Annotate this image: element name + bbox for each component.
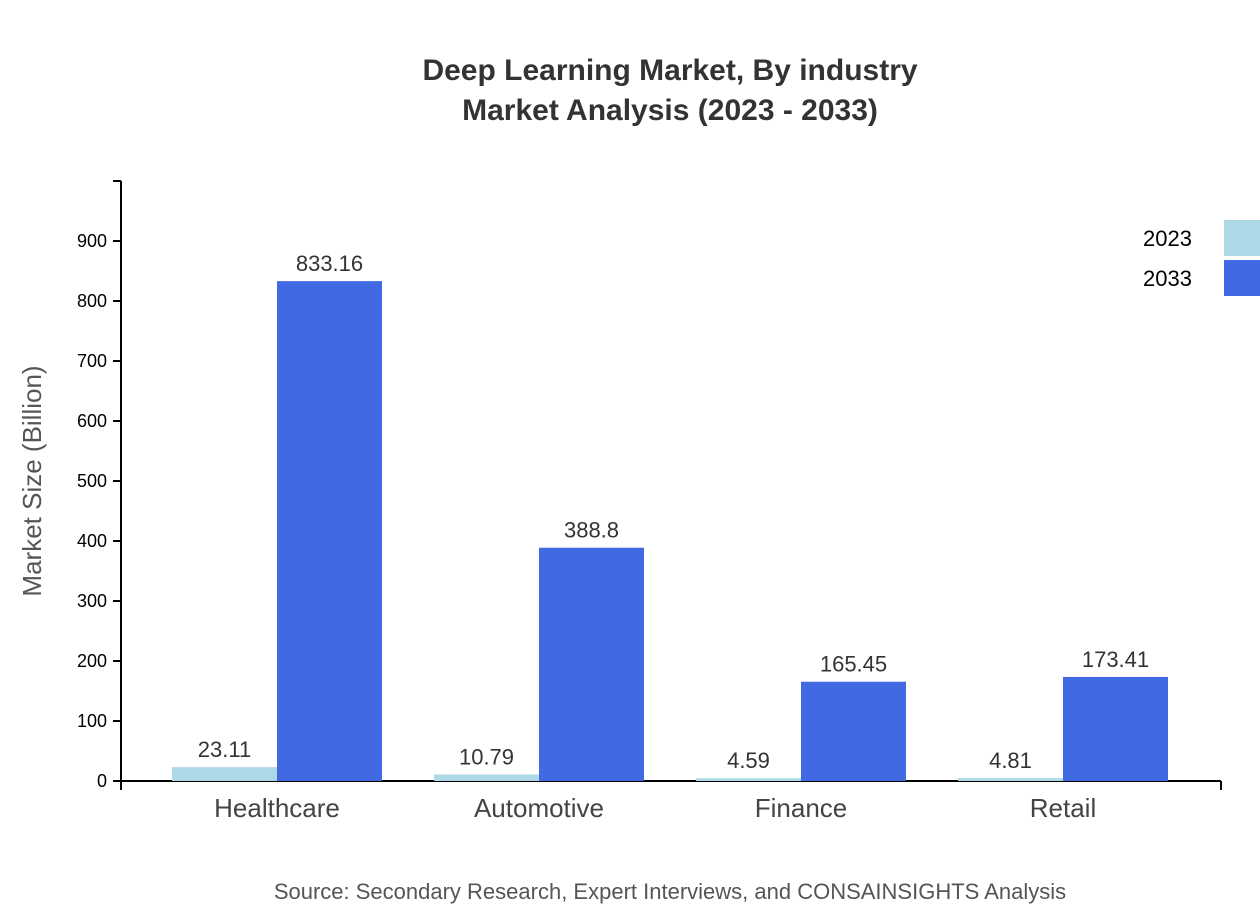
- y-tick-label: 700: [77, 351, 107, 371]
- y-tick-label: 600: [77, 411, 107, 431]
- bar-2023-finance: [696, 778, 801, 781]
- data-label: 388.8: [564, 518, 619, 543]
- y-tick-label: 300: [77, 591, 107, 611]
- legend-label: 2033: [1143, 266, 1192, 291]
- legend-swatch-2023: [1224, 220, 1260, 256]
- data-label: 4.59: [727, 748, 770, 773]
- data-label: 10.79: [459, 745, 514, 770]
- y-axis-label: Market Size (Billion): [17, 365, 47, 596]
- data-label: 165.45: [820, 652, 887, 677]
- y-tick-label: 500: [77, 471, 107, 491]
- y-tick-label: 400: [77, 531, 107, 551]
- bar-2033-finance: [801, 681, 906, 781]
- x-tick-label: Retail: [1030, 793, 1096, 823]
- bar-2023-retail: [958, 778, 1063, 781]
- x-tick-label: Finance: [755, 793, 848, 823]
- y-tick-label: 200: [77, 651, 107, 671]
- y-tick-label: 900: [77, 231, 107, 251]
- y-tick-label: 100: [77, 711, 107, 731]
- bar-2023-automotive: [434, 774, 539, 781]
- x-tick-label: Automotive: [474, 793, 604, 823]
- legend-label: 2023: [1143, 226, 1192, 251]
- data-label: 833.16: [296, 251, 363, 276]
- data-label: 4.81: [989, 748, 1032, 773]
- legend-swatch-2033: [1224, 260, 1260, 296]
- chart-title: Deep Learning Market, By industry: [422, 54, 917, 87]
- data-label: 23.11: [198, 737, 251, 762]
- source-note: Source: Secondary Research, Expert Inter…: [274, 879, 1066, 904]
- bar-2033-automotive: [539, 547, 644, 781]
- x-tick-label: Healthcare: [214, 793, 340, 823]
- y-tick-label: 800: [77, 291, 107, 311]
- chart-subtitle: Market Analysis (2023 - 2033): [462, 94, 878, 127]
- data-label: 173.41: [1082, 647, 1149, 672]
- bar-2033-retail: [1063, 676, 1168, 781]
- bar-2033-healthcare: [277, 281, 382, 781]
- bar-2023-healthcare: [172, 767, 277, 781]
- y-tick-label: 0: [97, 771, 107, 791]
